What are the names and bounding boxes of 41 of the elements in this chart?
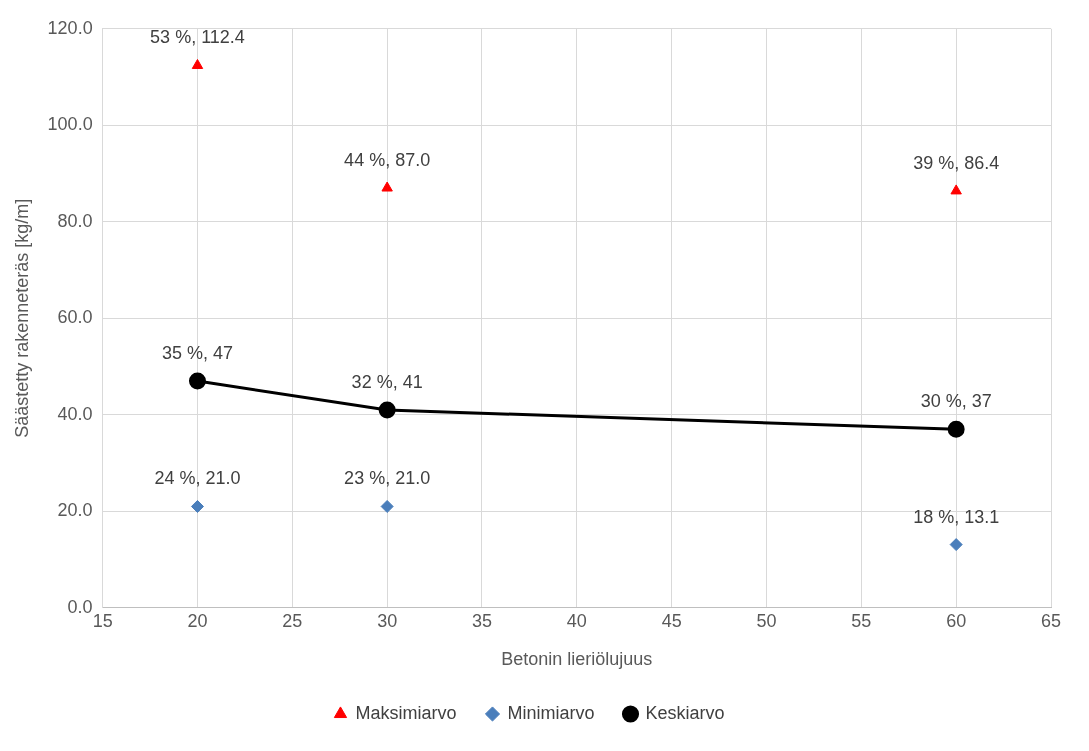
y-tick-label: 20.0 [57, 500, 93, 521]
data-label: 23 %, 21.0 [344, 468, 431, 489]
x-tick-label: 20 [187, 610, 208, 631]
data-label: 35 %, 47 [161, 342, 234, 363]
y-tick-label: 80.0 [57, 210, 93, 231]
legend-label: Maksimiarvo [355, 702, 457, 723]
data-label: 44 %, 87.0 [344, 149, 431, 170]
point [191, 58, 204, 69]
data-label: 53 %, 112.4 [150, 27, 245, 48]
point [381, 181, 393, 192]
data-label: 18 %, 13.1 [913, 506, 1000, 527]
x-tick-label: 15 [92, 610, 113, 631]
data-label: 24 %, 21.0 [154, 468, 241, 489]
y-tick-label: 60.0 [57, 307, 93, 328]
data-label: 32 %, 41 [351, 371, 423, 392]
x-tick-label: 65 [1040, 610, 1062, 631]
data-label: 30 %, 37 [920, 391, 992, 412]
x-tick-label: 25 [282, 610, 303, 631]
y-tick-label: 40.0 [57, 403, 93, 424]
point [378, 401, 396, 419]
x-tick-label: 30 [377, 610, 398, 631]
x-tick-label: 50 [756, 610, 777, 631]
x-tick-label: 55 [851, 610, 872, 631]
point [949, 538, 963, 552]
y-axis-title: Säästetty rakenneteräs [kg/m] [11, 198, 32, 438]
data-label: 39 %, 86.4 [913, 152, 1000, 173]
x-tick-label: 45 [661, 610, 682, 631]
point [950, 184, 962, 195]
legend-label: Keskiarvo [645, 702, 725, 723]
x-tick-label: 35 [471, 610, 492, 631]
x-axis-title: Betonin lieriölujuus [501, 649, 653, 670]
y-tick-label: 120.0 [47, 17, 93, 38]
y-tick-label: 100.0 [47, 114, 93, 135]
x-tick-label: 60 [946, 610, 967, 631]
point [190, 499, 204, 513]
legend-label: Minimiarvo [507, 702, 595, 723]
point [380, 499, 394, 513]
point [188, 372, 206, 390]
point [947, 420, 965, 438]
x-tick-label: 40 [566, 610, 587, 631]
y-tick-label: 0.0 [67, 596, 93, 617]
